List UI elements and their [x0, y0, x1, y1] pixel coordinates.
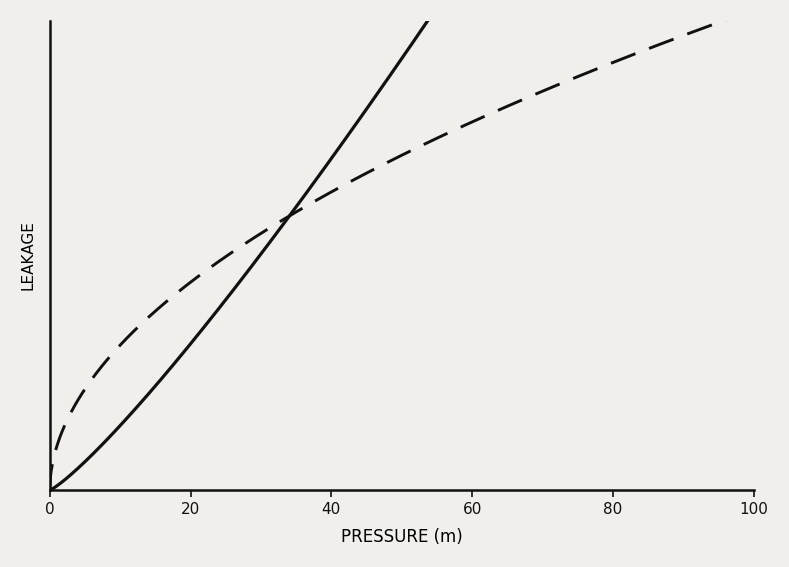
X-axis label: PRESSURE (m): PRESSURE (m)	[341, 528, 462, 546]
Y-axis label: LEAKAGE: LEAKAGE	[21, 221, 36, 290]
